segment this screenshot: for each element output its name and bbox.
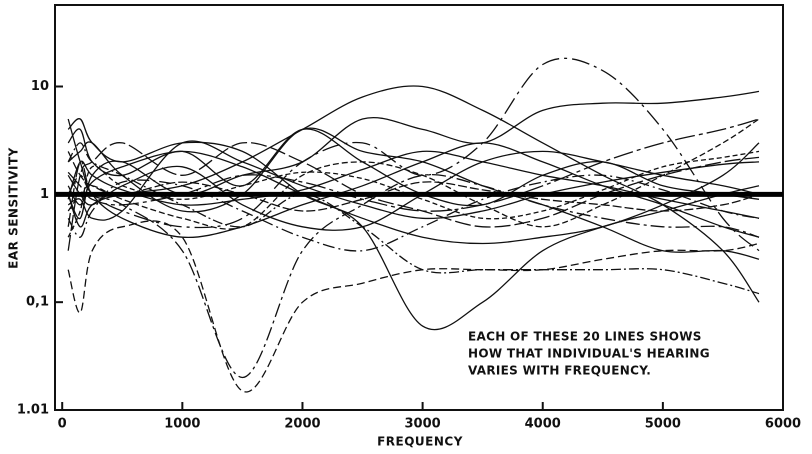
series-line (67, 118, 760, 212)
x-tick-label: 4000 (525, 417, 561, 432)
series-line (67, 160, 760, 379)
y-tick-label: 1 (40, 187, 49, 202)
x-tick-label: 0 (58, 417, 67, 432)
y-tick-label: 0,1 (26, 295, 49, 310)
x-tick-label: 2000 (284, 417, 320, 432)
series-line (67, 127, 760, 260)
series-line (67, 142, 760, 295)
x-tick-label: 1000 (164, 417, 200, 432)
annotation: HOW THAT INDIVIDUAL'S HEARING (468, 347, 710, 361)
series-line (67, 118, 760, 239)
series-line (67, 150, 760, 238)
series-line (67, 118, 760, 331)
x-axis-label: FREQUENCY (377, 435, 463, 449)
x-tick-label: 6000 (765, 417, 801, 432)
series-line (67, 140, 760, 221)
series-line (67, 57, 760, 252)
series-line (67, 90, 760, 219)
x-tick-label: 3000 (405, 417, 441, 432)
x-tick-label: 5000 (645, 417, 681, 432)
y-tick-label: 10 (31, 79, 49, 94)
y-tick-label: 1.01 (17, 403, 49, 418)
annotation: EACH OF THESE 20 LINES SHOWS (468, 330, 702, 344)
series-line (67, 151, 760, 212)
annotation: VARIES WITH FREQUENCY. (468, 364, 651, 378)
y-axis-label: EAR SENSITIVITY (7, 147, 21, 269)
series-line (67, 174, 760, 252)
series-line (67, 220, 760, 393)
plot-frame (54, 4, 784, 411)
series-line (67, 150, 760, 231)
